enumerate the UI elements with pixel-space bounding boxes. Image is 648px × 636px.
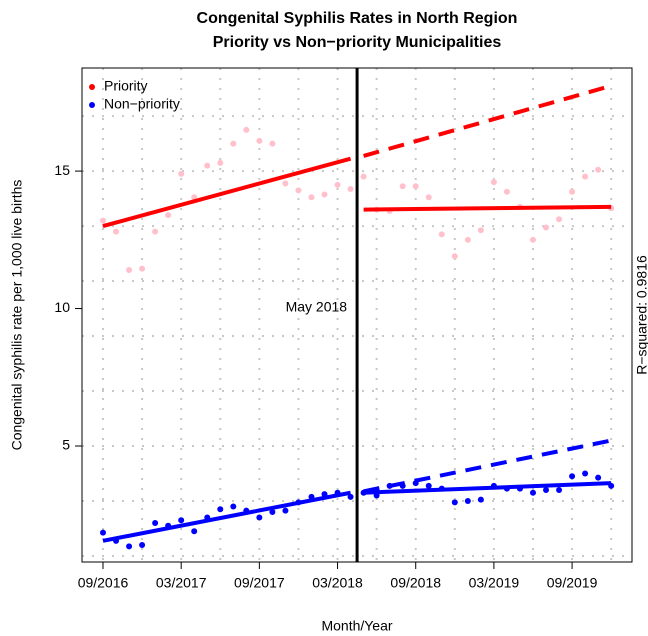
point: [360, 173, 367, 180]
point: [569, 473, 576, 480]
point: [490, 179, 497, 186]
trend-line: [102, 490, 351, 543]
point: [282, 507, 289, 514]
trend-line: [102, 156, 352, 228]
point: [425, 194, 432, 201]
legend-marker: [89, 102, 95, 108]
point: [321, 191, 328, 198]
chart-title: Congenital Syphilis Rates in North Regio…: [197, 10, 518, 27]
point: [308, 194, 315, 201]
trend-line: [363, 438, 612, 494]
point: [569, 188, 576, 195]
point: [347, 185, 354, 192]
point: [139, 541, 146, 548]
legend-marker: [89, 84, 95, 90]
point: [126, 543, 133, 550]
point: [230, 140, 237, 147]
x-tick-label: 03/2019: [469, 575, 520, 591]
point: [556, 216, 563, 223]
y-axis-label: Congenital syphilis rate per 1,000 live …: [9, 180, 25, 451]
point: [139, 265, 146, 272]
x-tick-label: 03/2017: [156, 575, 207, 591]
trend-line: [363, 481, 612, 495]
point: [256, 514, 263, 521]
point: [451, 253, 458, 260]
x-tick-label: 03/2018: [312, 575, 363, 591]
point: [529, 489, 536, 496]
r-squared-label: R−squared: 0.9816: [634, 255, 648, 375]
point: [230, 503, 237, 510]
point: [256, 137, 263, 144]
point: [464, 236, 471, 243]
point: [126, 267, 133, 274]
point: [425, 482, 432, 489]
annotation: May 2018: [286, 299, 348, 315]
point: [295, 187, 302, 194]
x-tick-label: 09/2017: [234, 575, 285, 591]
point: [503, 188, 510, 195]
point: [113, 228, 120, 235]
point: [217, 506, 224, 513]
point: [595, 166, 602, 173]
legend-label: Non−priority: [104, 96, 180, 112]
point: [543, 224, 550, 231]
point: [269, 140, 276, 147]
point: [543, 486, 550, 493]
point: [582, 173, 589, 180]
x-axis-label: Month/Year: [321, 618, 392, 634]
point: [582, 470, 589, 477]
point: [178, 517, 185, 524]
trend-line: [363, 204, 612, 212]
point: [178, 170, 185, 177]
point: [477, 227, 484, 234]
point: [347, 493, 354, 500]
point: [152, 228, 159, 235]
point: [438, 231, 445, 238]
point: [165, 212, 172, 219]
y-tick-label: 10: [54, 299, 70, 315]
point: [477, 496, 484, 503]
point: [529, 236, 536, 243]
point: [191, 194, 198, 201]
point: [243, 126, 250, 133]
point: [412, 183, 419, 190]
point: [269, 508, 276, 515]
point: [464, 497, 471, 504]
point: [217, 159, 224, 166]
point: [191, 528, 198, 535]
x-tick-label: 09/2019: [547, 575, 598, 591]
point: [595, 474, 602, 481]
point: [451, 499, 458, 506]
point: [334, 181, 341, 188]
point: [100, 529, 106, 536]
trend-line: [363, 83, 612, 158]
point: [152, 519, 159, 526]
y-tick-label: 15: [54, 162, 70, 178]
chart-subtitle: Priority vs Non−priority Municipalities: [213, 34, 502, 51]
point: [399, 183, 406, 190]
x-tick-label: 09/2018: [390, 575, 441, 591]
x-tick-label: 09/2016: [78, 575, 129, 591]
point: [556, 486, 563, 493]
legend-label: Priority: [104, 78, 148, 94]
point: [282, 180, 289, 187]
y-tick-label: 5: [62, 437, 70, 453]
point: [204, 162, 211, 169]
point: [100, 217, 106, 224]
